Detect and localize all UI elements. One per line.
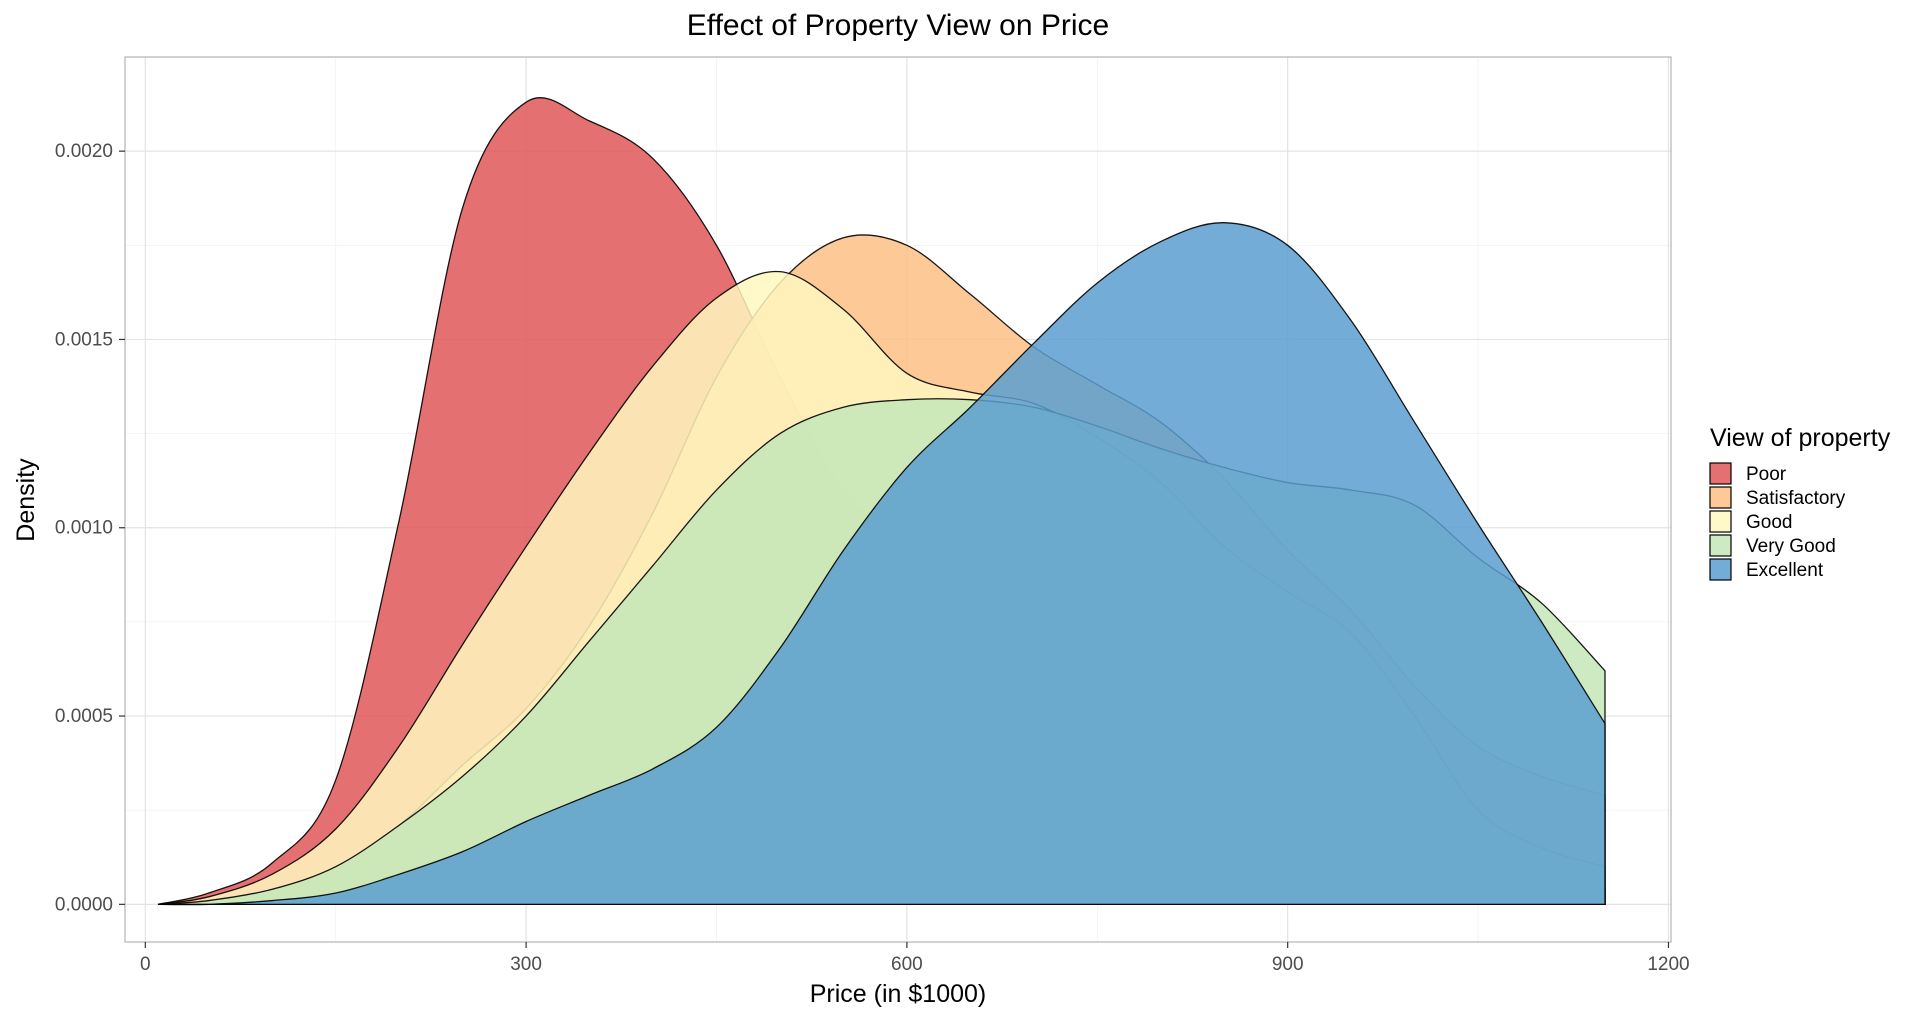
legend-items: Poor Satisfactory Good Very Good Excellent xyxy=(1709,462,1846,581)
legend-swatch-excellent xyxy=(1709,558,1732,581)
legend-label-good: Good xyxy=(1746,512,1792,533)
legend-title: View of property xyxy=(1710,424,1891,452)
y-axis-ticks: 0.0000 0.0005 0.0010 0.0015 0.0020 xyxy=(55,141,125,915)
legend-swatch-very-good xyxy=(1709,534,1732,557)
x-tick-label: 300 xyxy=(510,954,542,975)
legend-swatch-satisfactory xyxy=(1709,486,1732,509)
legend-label-poor: Poor xyxy=(1746,464,1787,485)
legend-swatch-good xyxy=(1709,510,1732,533)
legend: View of property Poor Satisfactory Good Ver… xyxy=(1709,424,1891,581)
density-areas xyxy=(157,97,1606,906)
plot-panel-border xyxy=(124,56,1672,943)
chart-title: Effect of Property View on Price xyxy=(687,9,1109,42)
x-axis-label: Price (in $1000) xyxy=(810,980,986,1008)
density-area-excellent xyxy=(157,222,1606,906)
y-tick-label: 0.0010 xyxy=(55,518,113,539)
y-tick-label: 0.0015 xyxy=(55,329,113,350)
legend-label-very-good: Very Good xyxy=(1746,536,1836,557)
y-tick-label: 0.0020 xyxy=(55,141,113,162)
legend-label-satisfactory: Satisfactory xyxy=(1746,488,1846,509)
legend-label-excellent: Excellent xyxy=(1746,560,1824,581)
x-tick-label: 0 xyxy=(140,954,151,975)
y-tick-label: 0.0005 xyxy=(55,706,113,727)
y-tick-label: 0.0000 xyxy=(55,894,113,915)
x-tick-label: 900 xyxy=(1272,954,1304,975)
x-tick-label: 600 xyxy=(891,954,923,975)
x-axis-ticks: 0 300 600 900 1200 xyxy=(140,942,1690,975)
legend-swatch-poor xyxy=(1709,462,1732,485)
y-axis-label: Density xyxy=(12,458,40,542)
x-tick-label: 1200 xyxy=(1647,954,1689,975)
